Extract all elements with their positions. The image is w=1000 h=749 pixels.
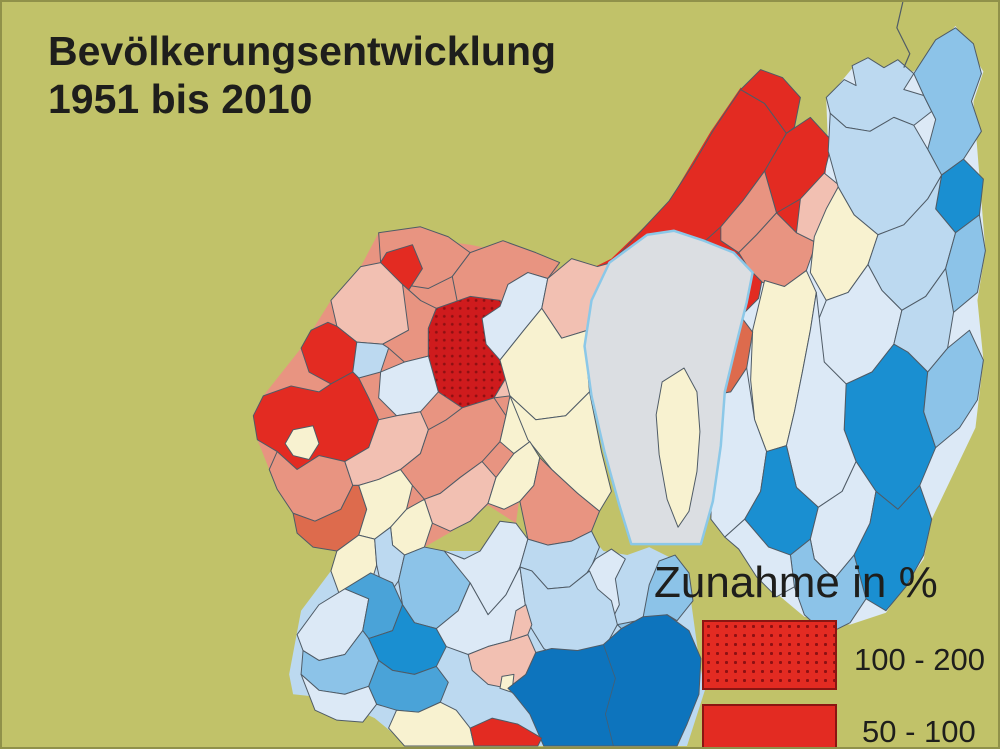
map-region — [724, 518, 795, 598]
map-region — [509, 391, 612, 512]
region-boundary-line — [603, 644, 616, 747]
legend-label: 50 - 100 — [862, 714, 976, 749]
map-region — [469, 717, 543, 747]
map-region — [400, 397, 507, 500]
map-region — [853, 484, 933, 612]
legend-swatch-dotted — [702, 620, 837, 690]
map-region — [284, 425, 320, 461]
legend-label: 100 - 200 — [854, 642, 985, 677]
region-boundary-line — [896, 2, 911, 68]
map-title: Bevölkerungsentwicklung 1951 bis 2010 — [48, 28, 556, 124]
title-line1: Bevölkerungsentwicklung — [48, 28, 557, 74]
map-region — [509, 604, 533, 642]
map-region — [378, 355, 439, 417]
map-region — [913, 27, 982, 176]
title-line2: 1951 bis 2010 — [48, 75, 313, 122]
legend-swatch-solid — [702, 704, 837, 747]
map-region — [740, 69, 801, 134]
legend-title: Zunahme in % — [654, 558, 938, 607]
map-region — [923, 329, 984, 449]
lake-peninsula — [655, 367, 701, 528]
map-region — [825, 57, 933, 132]
